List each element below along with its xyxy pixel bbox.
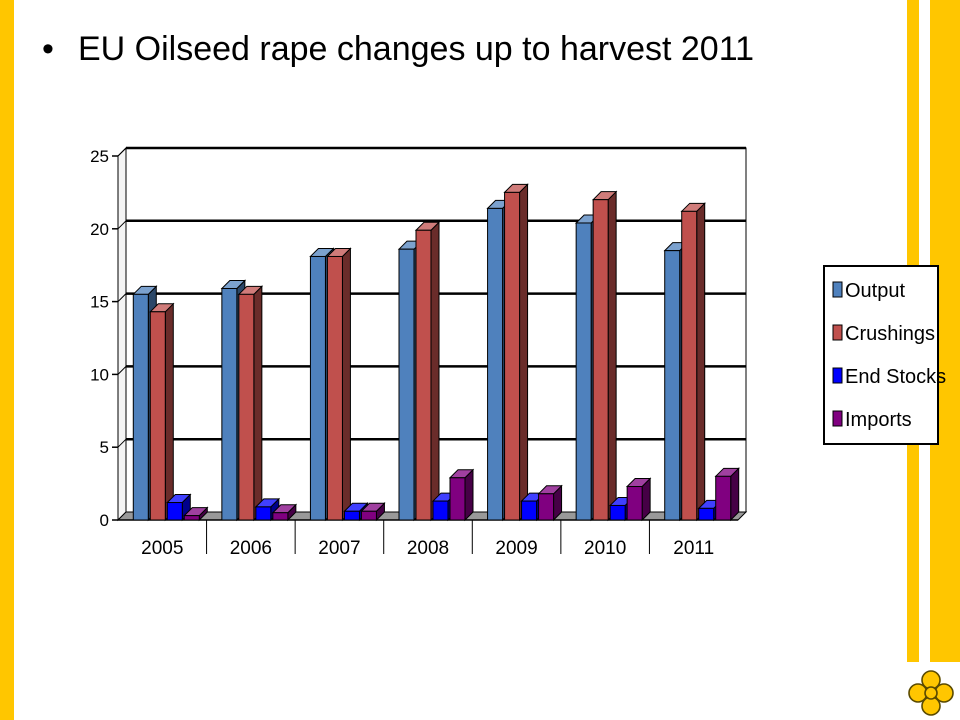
four-lobed-flower-icon	[908, 670, 954, 716]
bar-crushings-2009	[503, 183, 529, 522]
bar-imports-2005	[183, 506, 209, 522]
bar-side	[607, 190, 617, 522]
bar-front	[504, 191, 521, 521]
legend-label: Output	[845, 280, 905, 302]
y-tick-label: 5	[100, 438, 109, 457]
legend-label: Imports	[845, 409, 912, 431]
y-tick-label: 10	[90, 365, 109, 384]
bar-front	[166, 502, 183, 521]
bar-imports-2006	[271, 503, 298, 522]
legend-swatch	[832, 324, 843, 341]
bar-front	[698, 507, 715, 521]
bar-front	[664, 250, 681, 521]
bar-crushings-2005	[149, 302, 175, 522]
bar-front	[309, 255, 326, 521]
title-text: EU Oilseed rape changes up to harvest 20…	[78, 30, 755, 68]
bar-front	[626, 486, 643, 521]
legend-box	[823, 265, 939, 445]
bar-front	[487, 207, 504, 521]
slide-title: • EU Oilseed rape changes up to harvest 2…	[42, 30, 882, 69]
bar-front	[521, 500, 538, 521]
bar-front	[681, 210, 698, 521]
bar-front	[132, 293, 149, 521]
x-tick-label: 2005	[141, 538, 183, 559]
bar-front	[538, 493, 555, 521]
bar-side	[464, 468, 474, 522]
bar-crushings-2011	[680, 202, 706, 522]
bar-side	[430, 221, 440, 522]
bar-end-stocks-2006	[254, 497, 281, 522]
bar-imports-2007	[360, 502, 386, 522]
gridline-side	[117, 147, 127, 157]
bar-front	[360, 510, 377, 521]
y-tick-label: 20	[90, 220, 109, 239]
bar-side	[696, 202, 706, 522]
chart-bars	[132, 183, 740, 522]
bar-side	[519, 183, 529, 522]
bar-side	[164, 302, 174, 522]
bar-front	[415, 229, 432, 521]
bar-side	[253, 285, 263, 522]
gridline-side	[117, 366, 127, 375]
chart-legend: Output Crushings End Stocks Imports	[823, 265, 946, 445]
x-tick-label: 2007	[318, 538, 360, 559]
bar-imports-2011	[714, 467, 740, 522]
bar-front	[149, 311, 166, 521]
x-tick-label: 2006	[230, 538, 272, 559]
bar-side	[341, 247, 351, 522]
bar-front	[715, 475, 732, 521]
legend-label: Crushings	[845, 323, 935, 345]
legend-swatch	[832, 367, 843, 384]
x-tick-label: 2008	[407, 538, 449, 559]
bar-front	[609, 504, 626, 521]
legend-swatch	[832, 281, 843, 298]
bar-front	[238, 293, 255, 521]
x-tick-label: 2011	[673, 538, 714, 559]
legend-label: End Stocks	[845, 366, 946, 388]
y-tick-label: 25	[90, 147, 109, 166]
bar-side	[730, 467, 740, 522]
bar-front	[592, 199, 609, 521]
title-bullet: •	[42, 30, 54, 68]
bar-front	[449, 477, 466, 521]
bar-crushings-2006	[237, 285, 264, 522]
chart-side-wall	[117, 146, 127, 522]
legend-swatch	[832, 410, 843, 427]
bar-crushings-2008	[414, 221, 441, 522]
bar-imports-2009	[537, 484, 563, 522]
bar-front	[432, 500, 449, 521]
bar-front	[272, 512, 289, 521]
bar-front	[221, 287, 238, 521]
bar-imports-2010	[625, 477, 652, 522]
x-tick-label: 2010	[584, 538, 626, 559]
bar-front	[575, 222, 592, 521]
bar-imports-2008	[448, 468, 475, 522]
y-tick-label: 15	[90, 293, 109, 312]
y-tick-label: 0	[100, 511, 109, 530]
bar-crushings-2007	[326, 247, 352, 522]
left-accent-stripe	[0, 0, 14, 720]
bar-front	[255, 506, 272, 521]
x-tick-label: 2009	[495, 538, 537, 559]
gridline-side	[117, 220, 127, 230]
bar-front	[326, 255, 343, 521]
gridline-side	[117, 438, 127, 448]
bar-front	[398, 248, 415, 521]
bar-crushings-2010	[591, 190, 618, 522]
gridline-side	[117, 293, 127, 302]
bar-front	[183, 515, 200, 521]
bar-front	[343, 510, 360, 521]
